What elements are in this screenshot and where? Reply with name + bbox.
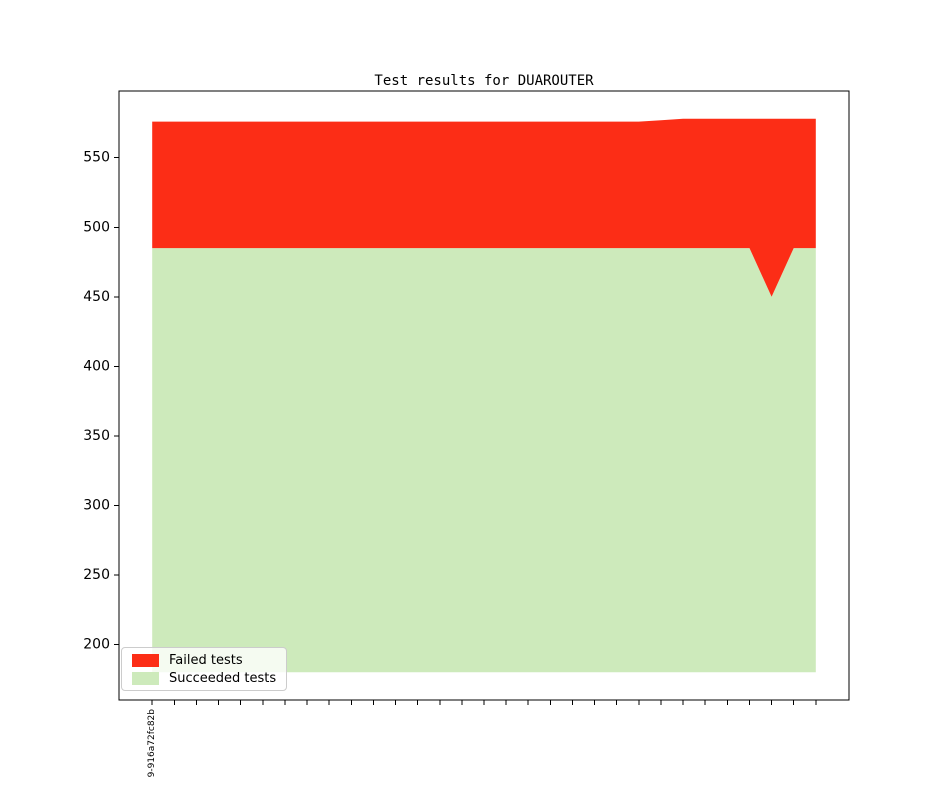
legend-swatch-succeeded-tests [132,672,159,685]
svg-text:400: 400 [83,358,110,374]
svg-text:9-916a72fc82b: 9-916a72fc82b [147,709,157,778]
y-axis-ticks [114,157,119,645]
svg-text:450: 450 [83,289,110,305]
legend-swatch-failed-tests [132,654,159,667]
legend-label-failed-tests: Failed tests [169,653,243,668]
svg-text:550: 550 [83,150,110,166]
legend-item-failed-tests: Failed tests [132,654,286,667]
svg-text:500: 500 [83,219,110,235]
svg-text:350: 350 [83,428,110,444]
y-axis-tick-labels: 200 250 300 350 400 450 500 550 [83,150,110,653]
x-axis-tick-labels: 9-916a72fc82b [147,709,157,778]
svg-text:200: 200 [83,636,110,652]
legend: Failed tests Succeeded tests [121,647,287,691]
area-succeeded-tests [152,248,816,673]
svg-text:300: 300 [83,497,110,513]
legend-item-succeeded-tests: Succeeded tests [132,672,286,685]
svg-text:250: 250 [83,567,110,583]
axes-frame [118,90,850,701]
area-failed-tests [152,118,816,297]
legend-label-succeeded-tests: Succeeded tests [169,671,277,686]
x-axis-ticks [151,700,817,705]
chart-title: Test results for DUAROUTER [374,73,594,89]
